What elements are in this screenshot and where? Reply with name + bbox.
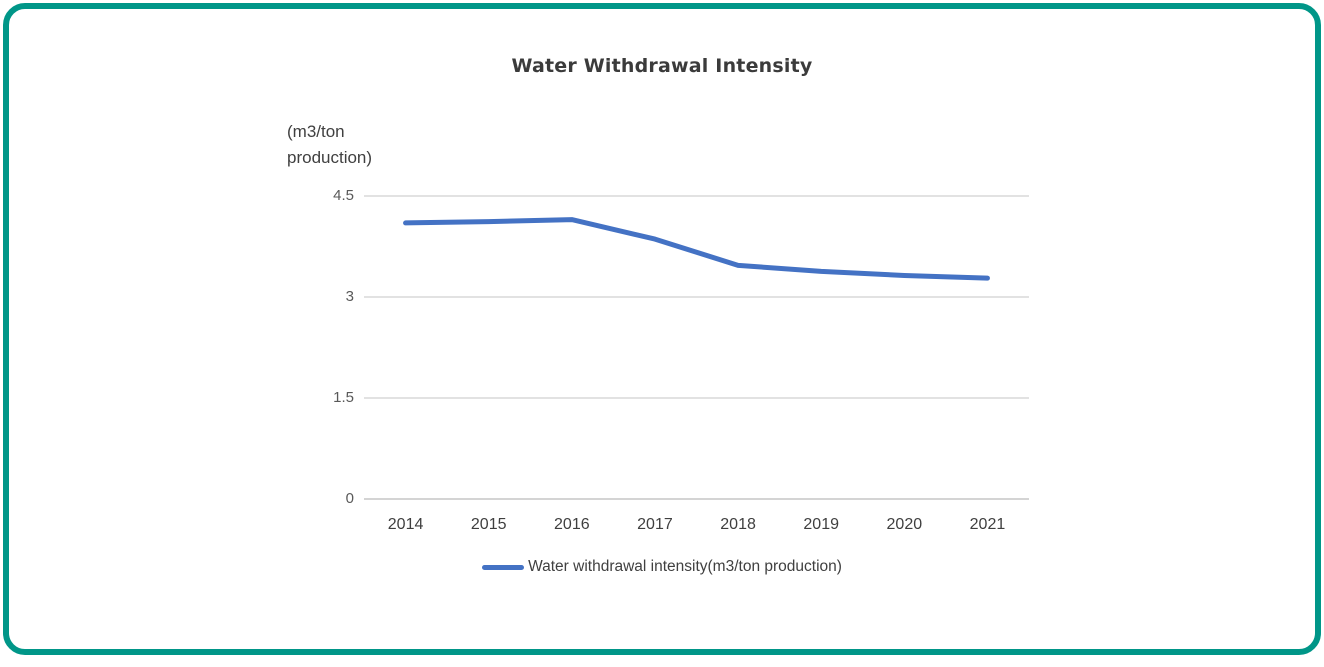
chart-title: Water Withdrawal Intensity [511, 55, 813, 77]
y-axis-unit-label: (m3/ton production) [287, 122, 373, 168]
chart-card: Water Withdrawal Intensity (m3/ton produ… [3, 3, 1321, 655]
line-chart-plot-area [364, 195, 1029, 500]
legend-series-label: Water withdrawal intensity(m3/ton produc… [528, 558, 842, 575]
data-line-series [403, 217, 990, 281]
y-tick-label: 3 [345, 288, 354, 305]
y-tick-label: 0 [345, 490, 354, 507]
x-tick-label: 2014 [387, 516, 424, 533]
x-tick-label: 2020 [886, 516, 923, 533]
y-tick-label: 4.5 [333, 187, 354, 204]
x-tick-label: 2021 [969, 516, 1006, 533]
chart-legend: Water withdrawal intensity(m3/ton produc… [9, 558, 1315, 576]
legend-line-swatch [482, 564, 525, 570]
x-tick-label: 2016 [554, 516, 590, 533]
x-tick-label: 2019 [803, 516, 839, 533]
x-tick-label: 2015 [470, 516, 507, 533]
x-tick-label: 2017 [637, 516, 673, 533]
x-tick-label: 2018 [720, 516, 756, 533]
y-tick-label: 1.5 [333, 389, 354, 406]
